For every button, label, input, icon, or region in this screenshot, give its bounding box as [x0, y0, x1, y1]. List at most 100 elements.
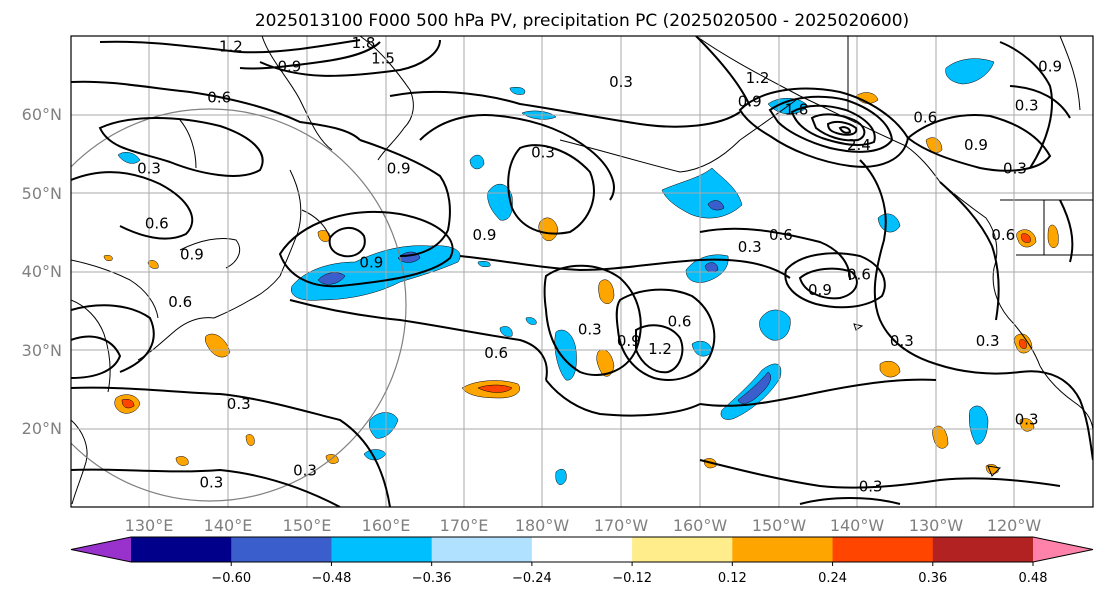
pv-contour [545, 379, 701, 417]
pv-contour [699, 459, 1061, 489]
precip-patch [1019, 418, 1035, 432]
colorbar-swatch [331, 537, 433, 562]
contour-label: 0.6 [168, 293, 192, 311]
contour-label: 0.9 [1038, 57, 1062, 75]
precip-patch [555, 469, 567, 485]
lat-tick-label: 50°N [22, 184, 62, 203]
colorbar-swatch [531, 537, 633, 562]
pv-contour [798, 267, 858, 300]
contour-label: 0.3 [137, 159, 161, 177]
coastline [71, 259, 159, 319]
contour-label: 0.9 [617, 332, 641, 350]
coastline [853, 323, 864, 331]
contour-label: 0.3 [1003, 159, 1027, 177]
precip-patch [737, 371, 771, 404]
contour-labels: 1.2 1.81.50.90.60.3 0.90.60.90.60.90.90.30… [137, 34, 1062, 495]
precip-patch [1019, 339, 1027, 349]
contour-label: 2.4 [847, 136, 871, 154]
pv-contour [768, 95, 894, 153]
pv-contour [99, 39, 361, 54]
contour-label: 0.9 [473, 226, 497, 244]
coastline [377, 127, 405, 161]
contour-label: 0.6 [668, 312, 692, 330]
precip-patch [1021, 233, 1031, 243]
contour-label: 1.2 [746, 69, 770, 87]
contour-label: 0.3 [609, 73, 633, 91]
pv-contour [328, 227, 366, 258]
lon-tick-label: 150°E [283, 516, 332, 535]
colorbar-tick-label: −0.60 [211, 571, 251, 586]
lat-tick-label: 20°N [22, 419, 62, 438]
lat-tick-label: 40°N [22, 262, 62, 281]
chart-title: 2025013100 F000 500 hPa PV, precipitatio… [255, 11, 909, 31]
precip-patch [204, 333, 231, 358]
map-frame [70, 35, 1094, 508]
precip-patch [525, 317, 537, 325]
contour-label: 1.8 [352, 34, 376, 52]
pv-contour [784, 252, 886, 309]
pv-contour [359, 139, 451, 257]
contour-label: 0.6 [991, 226, 1015, 244]
colorbar-tick-label: 0.48 [1019, 571, 1048, 586]
coastline [695, 36, 801, 97]
precip-patch [477, 260, 491, 268]
coastline [249, 169, 302, 301]
coastline [987, 465, 1002, 477]
pv-contour [543, 264, 642, 376]
range-circle [71, 108, 407, 502]
latitude-labels: 20°N 30°N 40°N 50°N 60°N [22, 105, 62, 438]
precip-patch [469, 154, 485, 170]
colorbar-swatch [632, 537, 733, 562]
coastline [71, 419, 88, 505]
precip-patch [103, 254, 113, 262]
pv-contour [71, 80, 361, 141]
contour-label: 0.3 [578, 320, 602, 338]
pv-contour [935, 363, 1093, 461]
coastline [1059, 36, 1081, 111]
precip-patch [477, 384, 513, 393]
pv-contour [699, 378, 937, 407]
precip-patch [707, 200, 725, 211]
precip-patch [925, 137, 943, 153]
colorbar-outline [70, 536, 1094, 563]
pv-contour [799, 497, 901, 505]
pv-contour [278, 210, 454, 288]
precip-patch [509, 87, 526, 95]
pv-contour [71, 386, 391, 507]
precip-patch [245, 434, 255, 446]
pv-contour [790, 104, 876, 146]
lat-tick-label: 30°N [22, 341, 62, 360]
coastline [179, 119, 197, 169]
lat-tick-label: 60°N [22, 105, 62, 124]
pv-contour [459, 255, 791, 279]
coastline [559, 139, 741, 173]
pv-contour [389, 90, 741, 128]
colorbar: −0.60 −0.48 −0.36 −0.24 −0.12 0.12 0.24 0.36 0.4… [70, 536, 1094, 586]
precip-patch [1047, 224, 1059, 248]
precip-patch [121, 399, 135, 409]
pv-contour [98, 117, 264, 177]
contour-label: 0.3 [738, 238, 762, 256]
lon-tick-label: 140°E [204, 516, 253, 535]
pv-contour [419, 114, 615, 201]
pv-contour [71, 304, 155, 373]
contour-label: 0.9 [180, 246, 204, 264]
coastline [213, 299, 251, 319]
longitude-labels: 130°E 140°E 150°E 160°E 170°E 180°W 170°… [125, 516, 1042, 535]
coastline [137, 317, 215, 361]
precip-patch [538, 217, 559, 242]
coastline [799, 95, 941, 183]
lon-tick-label: 150°W [752, 516, 807, 535]
pv-contour [239, 41, 381, 70]
pv-contour [71, 335, 122, 379]
colorbar-extend-low [71, 537, 131, 562]
contour-label: 0.6 [913, 108, 937, 126]
pv-contours [71, 36, 1093, 507]
coastline [179, 237, 241, 269]
pv-contour [615, 288, 716, 381]
contour-label: 0.3 [293, 462, 317, 480]
lon-tick-label: 140°W [830, 516, 885, 535]
colorbar-swatch [131, 537, 232, 562]
pv-contour [699, 227, 851, 281]
